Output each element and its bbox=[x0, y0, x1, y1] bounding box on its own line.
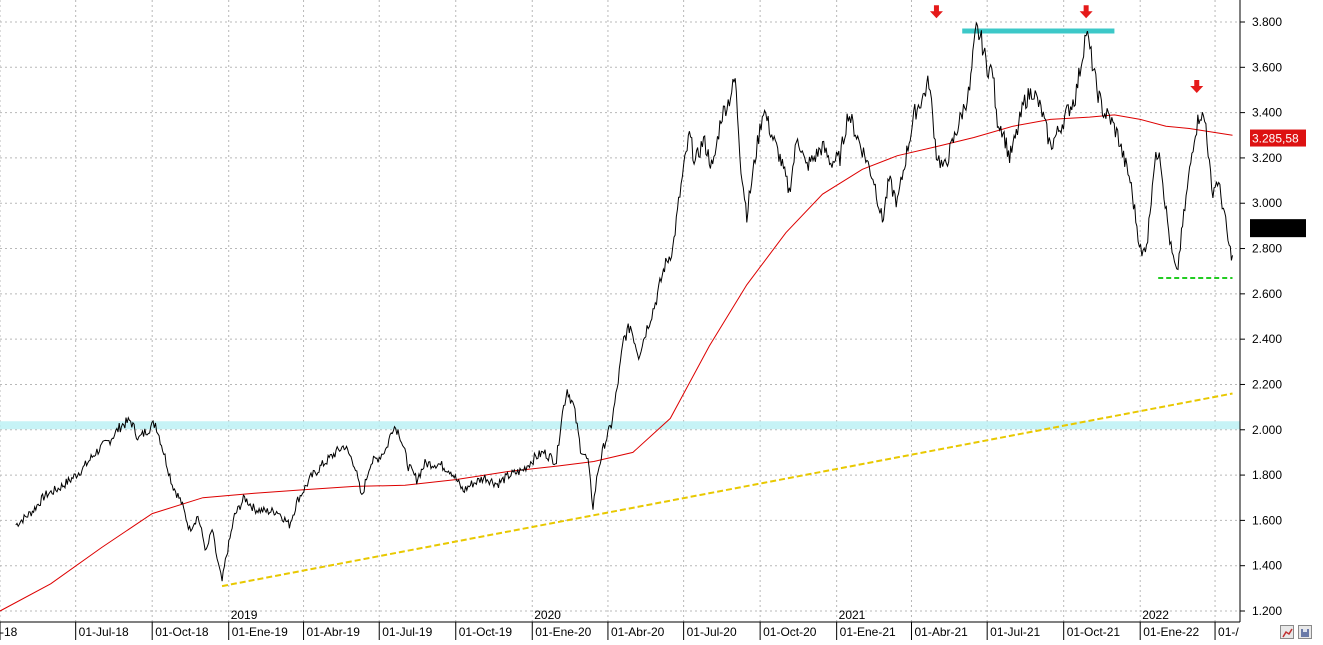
y-tick-label: 3.600 bbox=[1252, 60, 1282, 74]
x-tick-label: -18 bbox=[0, 625, 18, 639]
moving-average-line bbox=[0, 114, 1233, 612]
price-badge bbox=[1250, 129, 1306, 147]
axes: 3.800 3.600 3.400 3.200 3.000 2.800 2.600 2.400… bbox=[0, 0, 1306, 640]
y-tick-label: 1.800 bbox=[1252, 468, 1282, 482]
x-tick-label: 01-Jul-19 bbox=[382, 625, 432, 639]
x-tick-label: 01-Ene-19 bbox=[232, 625, 288, 639]
y-tick-label: 3.200 bbox=[1252, 151, 1282, 165]
x-tick-label: 01-Abr-21 bbox=[914, 625, 968, 639]
price-badge-label: 3.285,58 bbox=[1252, 132, 1299, 146]
x-tick-label: 01-Oct-20 bbox=[763, 625, 817, 639]
x-tick-label: 01-Oct-19 bbox=[459, 625, 513, 639]
chart-type-icon[interactable] bbox=[1280, 625, 1294, 639]
y-tick-label: 3.400 bbox=[1252, 106, 1282, 120]
y-tick-label: 2.000 bbox=[1252, 423, 1282, 437]
y-tick-label: 3.800 bbox=[1252, 15, 1282, 29]
down-arrow-icon bbox=[1190, 79, 1204, 93]
y-tick-label: 2.600 bbox=[1252, 287, 1282, 301]
x-tick-label: 01-Jul-20 bbox=[687, 625, 737, 639]
down-arrow-icon bbox=[929, 5, 943, 19]
y-tick-label: 1.200 bbox=[1252, 604, 1282, 618]
price-line bbox=[15, 22, 1233, 582]
y-tick-label: 2.400 bbox=[1252, 332, 1282, 346]
trendline bbox=[221, 392, 1233, 588]
support-band bbox=[0, 421, 1240, 430]
y-tick-label: 1.600 bbox=[1252, 513, 1282, 527]
down-arrow-icon bbox=[1079, 5, 1093, 19]
y-tick-label: 1.400 bbox=[1252, 559, 1282, 573]
x-tick-label: 01-Ene-20 bbox=[535, 625, 591, 639]
year-label: 2021 bbox=[839, 608, 866, 622]
x-tick-label: 01-Jul-21 bbox=[990, 625, 1040, 639]
x-tick-label: 01-Abr-19 bbox=[307, 625, 361, 639]
year-label: 2020 bbox=[534, 608, 561, 622]
x-tick-label: 01-/ bbox=[1218, 625, 1239, 639]
y-tick-label: 2.800 bbox=[1252, 242, 1282, 256]
x-tick-label: 01-Jul-18 bbox=[79, 625, 129, 639]
year-label: 2022 bbox=[1142, 608, 1169, 622]
x-tick-label: 01-Oct-18 bbox=[155, 625, 209, 639]
grid bbox=[0, 0, 1240, 622]
series bbox=[0, 22, 1233, 612]
x-tick-label: 01-Ene-22 bbox=[1143, 625, 1199, 639]
save-icon[interactable] bbox=[1298, 625, 1312, 639]
current-price-badge bbox=[1250, 219, 1306, 238]
y-tick-label: 3.000 bbox=[1252, 196, 1282, 210]
y-tick-label: 2.200 bbox=[1252, 377, 1282, 391]
x-tick-label: 01-Abr-20 bbox=[611, 625, 665, 639]
x-tick-label: 01-Ene-21 bbox=[840, 625, 896, 639]
x-tick-label: 01-Oct-21 bbox=[1067, 625, 1121, 639]
annotations bbox=[0, 5, 1240, 588]
year-label: 2019 bbox=[231, 608, 258, 622]
